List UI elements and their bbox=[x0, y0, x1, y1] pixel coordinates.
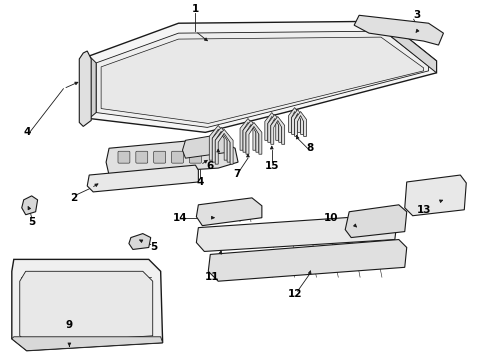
Text: 7: 7 bbox=[233, 169, 241, 179]
Polygon shape bbox=[240, 118, 256, 150]
Text: 12: 12 bbox=[287, 289, 302, 299]
Polygon shape bbox=[294, 112, 307, 136]
Polygon shape bbox=[265, 113, 279, 140]
FancyBboxPatch shape bbox=[172, 151, 183, 163]
Text: 10: 10 bbox=[324, 213, 339, 223]
Polygon shape bbox=[354, 15, 443, 45]
Polygon shape bbox=[182, 134, 228, 158]
Polygon shape bbox=[345, 205, 407, 238]
Text: 6: 6 bbox=[207, 161, 214, 171]
Text: 3: 3 bbox=[413, 10, 420, 20]
Text: 13: 13 bbox=[416, 205, 431, 215]
Polygon shape bbox=[12, 260, 163, 351]
Polygon shape bbox=[289, 108, 300, 132]
Polygon shape bbox=[292, 109, 303, 134]
Text: 9: 9 bbox=[66, 320, 73, 330]
Text: 4: 4 bbox=[23, 127, 30, 138]
Polygon shape bbox=[243, 121, 259, 152]
Text: 5: 5 bbox=[150, 243, 157, 252]
FancyBboxPatch shape bbox=[190, 151, 201, 163]
Text: 11: 11 bbox=[205, 272, 220, 282]
Text: 4: 4 bbox=[196, 177, 204, 187]
Polygon shape bbox=[89, 21, 437, 132]
Polygon shape bbox=[387, 21, 437, 73]
Polygon shape bbox=[20, 271, 153, 344]
Polygon shape bbox=[12, 337, 163, 351]
Polygon shape bbox=[271, 117, 285, 144]
Text: 1: 1 bbox=[192, 4, 199, 14]
Text: 15: 15 bbox=[265, 161, 279, 171]
Text: 8: 8 bbox=[307, 143, 314, 153]
Polygon shape bbox=[212, 127, 230, 162]
Polygon shape bbox=[208, 239, 407, 281]
Polygon shape bbox=[246, 122, 262, 154]
Polygon shape bbox=[22, 196, 38, 215]
Polygon shape bbox=[101, 37, 424, 123]
Polygon shape bbox=[215, 129, 233, 164]
Polygon shape bbox=[196, 215, 397, 251]
Polygon shape bbox=[89, 56, 96, 118]
Polygon shape bbox=[96, 31, 429, 127]
Polygon shape bbox=[196, 198, 262, 226]
Text: 14: 14 bbox=[173, 213, 188, 223]
FancyBboxPatch shape bbox=[154, 151, 166, 163]
Polygon shape bbox=[129, 234, 151, 249]
Polygon shape bbox=[106, 138, 238, 175]
Polygon shape bbox=[87, 165, 198, 192]
Polygon shape bbox=[209, 125, 227, 160]
Polygon shape bbox=[79, 51, 91, 126]
Text: 5: 5 bbox=[28, 217, 35, 227]
Polygon shape bbox=[268, 114, 282, 142]
Text: 2: 2 bbox=[70, 193, 77, 203]
FancyBboxPatch shape bbox=[118, 151, 130, 163]
FancyBboxPatch shape bbox=[136, 151, 148, 163]
Polygon shape bbox=[405, 175, 466, 216]
